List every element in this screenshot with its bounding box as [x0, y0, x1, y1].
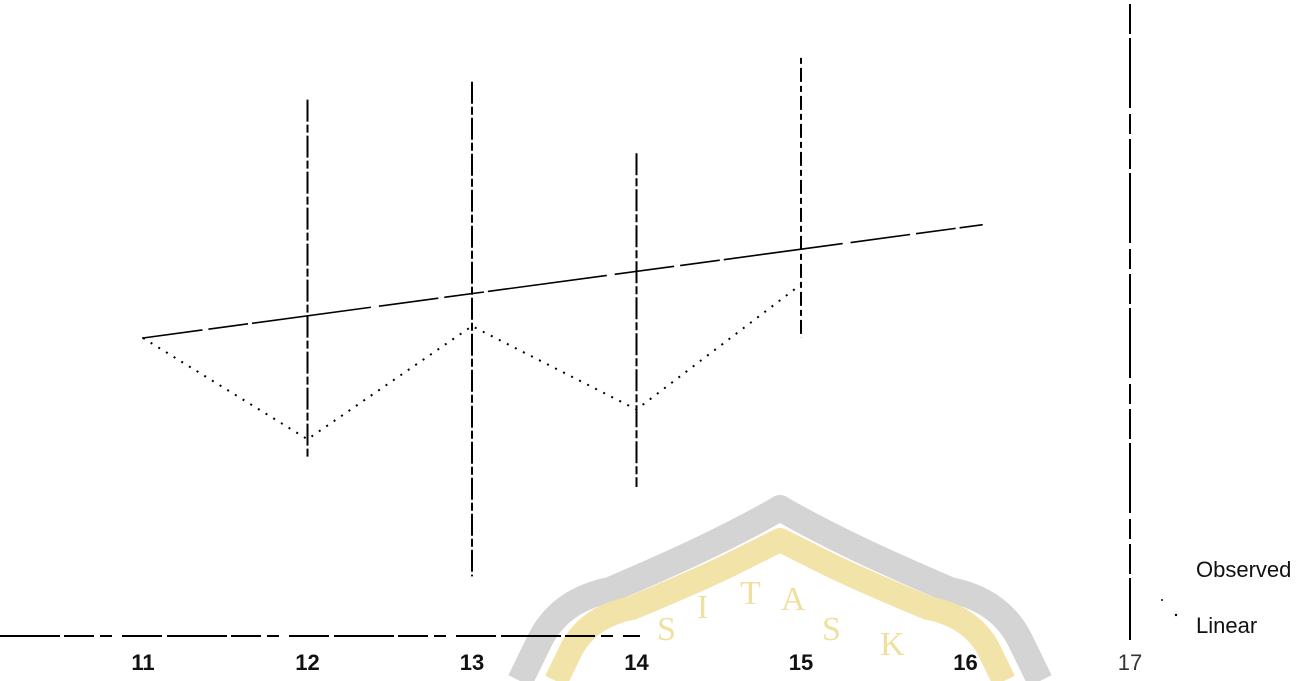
x-tick-label-16: 16 [953, 650, 977, 675]
legend-marker-observed [1161, 599, 1163, 601]
legend-label-linear: Linear [1196, 613, 1257, 638]
x-tick-label-17: 17 [1118, 650, 1142, 675]
data-point-observed [471, 325, 473, 327]
seal-inner-ring [545, 528, 1015, 681]
seal-letter: S [822, 611, 841, 648]
seal-letter: K [880, 626, 905, 663]
x-tick-label-11: 11 [131, 650, 154, 675]
series-lines [142, 223, 983, 441]
legend-label-observed: Observed [1196, 557, 1291, 582]
x-tick-label-14: 14 [624, 650, 649, 675]
data-point-linear [142, 337, 144, 339]
data-point-observed [800, 283, 802, 286]
data-point-linear [981, 223, 983, 226]
x-axis-ticks: 11 12 13 14 15 16 17 [131, 650, 1142, 675]
data-point-observed [306, 438, 309, 441]
university-seal-watermark: SI T AS K [508, 495, 1052, 681]
x-tick-label-13: 13 [460, 650, 484, 675]
error-bars [306, 57, 802, 577]
legend-marker-linear [1174, 613, 1178, 617]
seal-outer-ring [508, 495, 1052, 681]
x-tick-label-15: 15 [789, 650, 813, 675]
x-tick-label-12: 12 [295, 650, 319, 675]
data-point-observed [635, 408, 638, 411]
legend: Observed Linear [1161, 557, 1291, 638]
seal-letter: A [781, 581, 806, 618]
seal-letter: T [740, 575, 761, 612]
series-line-linear [142, 224, 983, 339]
seal-letter: S [657, 611, 676, 648]
seal-letter: I [697, 589, 708, 626]
